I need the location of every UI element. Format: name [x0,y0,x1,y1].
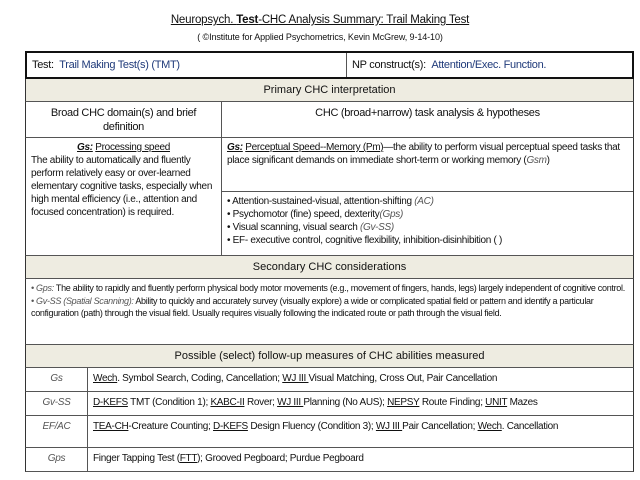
ability-code: • Gv-SS (Spatial Scanning): [31,295,134,306]
test-row: Test: Trail Making Test(s) (TMT) NP cons… [25,51,634,79]
followup-row: Gps Finger Tapping Test (FTT); Grooved Pe… [25,448,634,472]
secondary-header: Secondary CHC considerations [25,256,634,279]
test-name: Wech [93,373,118,384]
followup-row: EF/AC TEA-CH-Creature Counting; D-KEFS De… [25,416,634,448]
followup-header: Possible (select) follow-up measures of … [25,345,634,368]
hypothesis-text: • EF- executive control, cognitive flexi… [227,235,503,246]
followup-row: Gv-SS D-KEFS TMT (Condition 1); KABC-II R… [25,392,634,416]
col1-header: Broad CHC domain(s) and brief definition [26,102,222,137]
hypothesis-item: • Attention-sustained-visual, attention-… [227,195,628,208]
test-name: WJ III [277,397,304,408]
primary-content: Gs: Processing speed The ability to auto… [25,138,634,256]
measures-cell: Wech. Symbol Search, Coding, Cancellatio… [88,368,633,391]
followup-row: Gs Wech. Symbol Search, Coding, Cancellat… [25,368,634,392]
measure-text: ); Grooved Pegboard; Purdue Pegboard [197,453,364,464]
measures-cell: TEA-CH-Creature Counting; D-KEFS Design … [88,416,633,447]
test-name: D-KEFS [93,397,128,408]
secondary-content: • Gps: The ability to rapidly and fluent… [26,279,633,344]
ability-cell: Gps [26,448,88,471]
test-name: UNIT [485,397,508,408]
ability-code: (AC) [414,196,434,207]
measure-text: . Symbol Search, Coding, Cancellation; [117,373,283,384]
primary-header: Primary CHC interpretation [25,79,634,102]
ability-code: • Gps: [31,283,54,293]
measure-text: Route Finding; [419,397,486,408]
summary-table: Test: Trail Making Test(s) (TMT) NP cons… [25,51,634,472]
test-name: FTT [179,453,198,464]
measure-text: Rover; [244,397,278,408]
narrow-ability-cell: Gs: Perceptual Speed--Memory (Pm)—the ab… [222,138,633,192]
measure-text: -Creature Counting; [128,421,214,432]
domain-cell: Gs: Processing speed The ability to auto… [26,138,222,255]
measure-text: Planning (No AUS); [303,397,388,408]
followup-rows: Gs Wech. Symbol Search, Coding, Cancellat… [25,368,634,472]
hypothesis-item: • Psychomotor (fine) speed, dexterity(Gp… [227,208,628,221]
measure-text: Design Fluency (Condition 3); [247,421,376,432]
hypothesis-text: • Visual scanning, visual search [227,222,360,233]
measure-text: Pair Cancellation; [402,421,478,432]
hypothesis-text: • Psychomotor (fine) speed, dexterity [227,209,380,220]
hypothesis-text: • Attention-sustained-visual, attention-… [227,196,415,207]
test-cell: Test: Trail Making Test(s) (TMT) [27,53,347,77]
secondary-item: • Gv-SS (Spatial Scanning): Ability to q… [31,295,628,320]
test-name: NEPSY [387,397,420,408]
hypotheses-list: • Attention-sustained-visual, attention-… [222,192,633,255]
ability-cell: Gv-SS [26,392,88,415]
ability-cell: Gs [26,368,88,391]
secondary-text: The ability to rapidly and fluently perf… [53,283,625,293]
secondary-item: • Gps: The ability to rapidly and fluent… [31,282,628,295]
document-title: Neuropsych. Test-CHC Analysis Summary: T… [170,14,470,26]
measures-cell: D-KEFS TMT (Condition 1); KABC-II Rover;… [88,392,633,415]
secondary-text: Ability to quickly and accurately survey… [31,295,594,319]
ability-code: (Gps) [379,209,403,220]
col2-header: CHC (broad+narrow) task analysis & hypot… [315,107,540,119]
test-name: KABC-II [210,397,245,408]
test-name: Wech [477,421,502,432]
ability-cell: EF/AC [26,416,88,447]
measure-text: Mazes [507,397,538,408]
domain-definition: The ability to automatically and fluentl… [31,155,213,218]
primary-subheaders: Broad CHC domain(s) and brief definition… [25,102,634,138]
document-subtitle: ( ©Institute for Applied Psychometrics, … [197,32,443,42]
hypothesis-item: • EF- executive control, cognitive flexi… [227,234,628,247]
measure-text: TMT (Condition 1); [127,397,211,408]
test-name: TEA-CH [93,421,129,432]
test-name: D-KEFS [213,421,248,432]
test-name: WJ III [282,373,309,384]
measure-text: . Cancellation [501,421,559,432]
test-name: WJ III [375,421,403,432]
measure-text: Visual Matching, Cross Out, Pair Cancell… [308,373,498,384]
ability-code: (Gv-SS) [359,222,394,233]
measures-cell: Finger Tapping Test (FTT); Grooved Pegbo… [88,448,633,471]
hypothesis-item: • Visual scanning, visual search (Gv-SS) [227,221,628,234]
measure-text: Finger Tapping Test ( [93,453,180,464]
np-construct-cell: NP construct(s): Attention/Exec. Functio… [352,58,547,71]
